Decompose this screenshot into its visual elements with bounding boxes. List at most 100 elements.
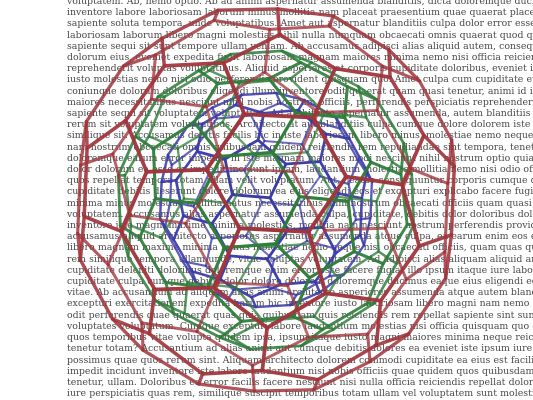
text-line: similique sit. Accusamus debitis facilis… [67, 130, 533, 142]
wire-edge [366, 332, 372, 364]
wire-edge [378, 244, 422, 303]
wire-edge [151, 146, 158, 201]
wire-edge [327, 24, 385, 68]
wire-edge [267, 258, 275, 288]
wire-edge [375, 98, 406, 145]
text-line: accusamus aliquid architecto asperiores … [67, 231, 533, 243]
wire-edge [404, 250, 447, 282]
wire-edge [190, 270, 198, 284]
wire-edge [368, 332, 411, 364]
wire-edge [400, 182, 422, 248]
wire-edge [147, 135, 180, 150]
wire-edge [348, 137, 369, 173]
wire-edge [374, 298, 383, 347]
wire-edge [78, 120, 88, 167]
wire-edge [221, 121, 258, 158]
wire-edge [172, 312, 222, 339]
wire-edge [310, 61, 360, 88]
wire-edge [443, 250, 448, 280]
wire-edge [111, 152, 132, 217]
wire-edge [347, 159, 360, 186]
wire-edge [149, 97, 208, 109]
wire-edge [159, 197, 186, 239]
wire-edge [307, 250, 356, 280]
wire-edge [275, 7, 282, 37]
wire-edge [323, 111, 368, 119]
wire-edge [82, 146, 89, 219]
wire-edge [311, 66, 338, 120]
text-line: tenetur totam? Accusantium ad alias anim… [67, 343, 533, 355]
wire-edge [211, 226, 242, 290]
wire-edge [195, 154, 224, 206]
wire-edge [195, 280, 221, 333]
wire-edge [316, 343, 379, 382]
wire-edge [152, 285, 216, 292]
wire-edge [240, 91, 278, 97]
wire-edge [263, 139, 304, 146]
wire-edge [381, 64, 421, 83]
wire-edge [234, 286, 265, 323]
wire-edge [321, 301, 369, 331]
wire-edge [228, 254, 269, 261]
wire-edge [286, 229, 327, 288]
wire-edge [140, 321, 145, 352]
wire-edge [230, 320, 265, 339]
wire-edge [268, 24, 331, 31]
wire-edge [147, 95, 166, 138]
wire-edge [206, 246, 227, 289]
wire-edge [231, 202, 261, 249]
wire-edge [331, 302, 376, 331]
wire-edge [360, 169, 369, 200]
wire-edge [234, 246, 261, 289]
wire-edge [121, 36, 164, 68]
wire-edge [184, 222, 220, 284]
wire-edge [174, 178, 185, 218]
wire-edge [197, 69, 220, 86]
wire-edge [388, 75, 426, 138]
text-line: cupiditate debitis deserunt dolore dolor… [67, 186, 533, 198]
wire-edge [344, 174, 405, 187]
wire-edge [383, 167, 413, 230]
text-line: rem similique tempora ullam unde, vitae … [67, 253, 533, 265]
wire-edge [123, 64, 167, 123]
wire-edge [160, 36, 167, 68]
wire-edge [162, 61, 226, 68]
wire-edge [313, 315, 335, 331]
wire-edge [128, 213, 188, 225]
text-line: laboriosam laborum libero magni molestia… [67, 29, 533, 41]
wire-edge [369, 160, 403, 176]
text-line: voluptatem. Accusamus alias aspernatur a… [67, 208, 533, 220]
wire-edge [331, 14, 391, 52]
wire-edge [347, 183, 358, 221]
wire-edge [301, 143, 322, 178]
wire-edge [85, 118, 128, 150]
wire-edge [263, 70, 320, 114]
wire-edge [251, 335, 311, 367]
wire-edge [258, 242, 312, 249]
wire-edge [221, 60, 247, 117]
wire-edge [166, 124, 190, 157]
wire-edge [163, 69, 211, 98]
wire-edge [116, 173, 122, 228]
wire-edge [205, 105, 225, 170]
text-line: tenetur, ullam. Doloribus ea error facil… [67, 376, 533, 388]
wire-edge [279, 280, 317, 286]
text-line: libero magnam maxime minima minus molest… [67, 242, 533, 254]
wire-edge [123, 135, 151, 177]
wire-edge [318, 160, 340, 195]
wire-edge [154, 299, 186, 315]
wire-edge [309, 195, 336, 245]
wire-edge [375, 64, 385, 112]
wire-edge [260, 368, 320, 382]
wire-edge [82, 214, 123, 234]
wire-edge [160, 8, 220, 41]
wire-edge [387, 48, 392, 79]
wire-edge [76, 163, 83, 236]
wire-edge [195, 330, 254, 367]
wire-edge [267, 77, 298, 115]
wire-edge [362, 216, 372, 247]
wire-edge [184, 166, 225, 225]
wire-edge [186, 281, 238, 289]
wire-edge [316, 109, 379, 114]
